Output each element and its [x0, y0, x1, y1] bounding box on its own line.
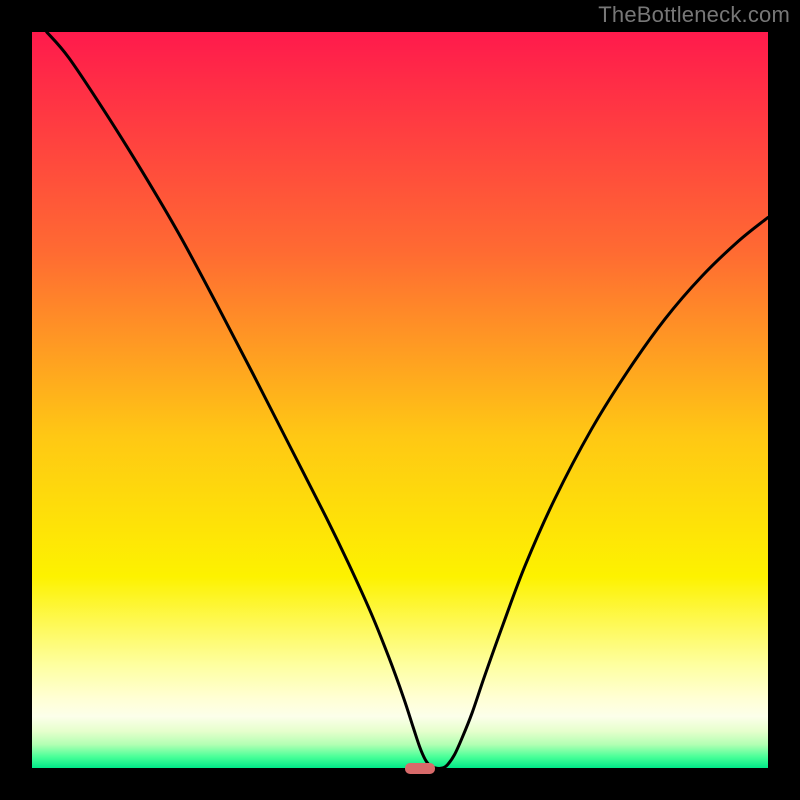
gradient-background — [32, 32, 768, 768]
chart-frame: TheBottleneck.com — [0, 0, 800, 800]
plot-area — [32, 32, 768, 768]
bottom-marker — [405, 763, 434, 774]
plot-svg — [32, 32, 768, 768]
watermark-text: TheBottleneck.com — [598, 2, 790, 28]
